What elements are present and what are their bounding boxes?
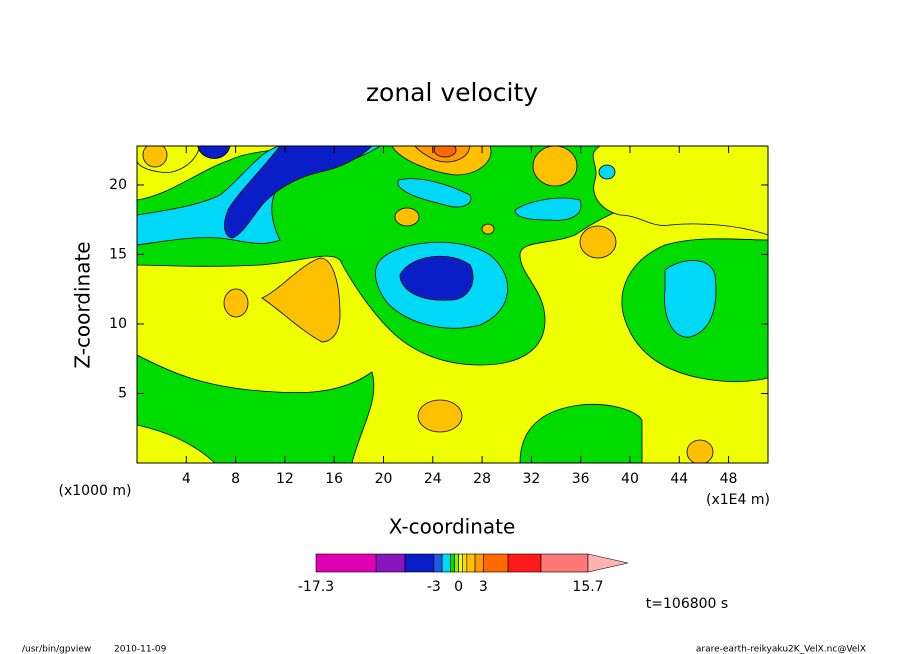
x-axis-label: X-coordinate [389,515,516,539]
plot-frame [136,145,769,464]
colorbar-tick-label: -3 [427,579,441,595]
colorbar-segment [540,553,589,573]
footer-program: /usr/bin/gpview [22,645,91,654]
colorbar-extension [587,553,629,573]
contour-region [532,146,578,187]
x-tick-label: 28 [473,471,491,487]
contour-region [598,164,616,180]
colorbar-segment [458,553,464,573]
contour-region [137,354,375,463]
contour-region [397,178,472,208]
y-tick-label: 15 [109,246,127,262]
contour-region [394,207,420,227]
colorbar-segment [433,553,443,573]
x-tick-label: 24 [424,471,442,487]
x-tick-label: 20 [375,471,393,487]
contour-field [137,146,768,463]
y-axis-label: Z-coordinate [71,241,95,368]
contour-region [686,439,714,463]
contour-region [417,399,463,433]
colorbar-tick-label: 15.7 [572,579,603,595]
colorbar-segment [507,553,542,573]
contour-region [481,223,495,235]
y-tick-label: 10 [109,316,127,332]
contour-region [514,197,582,221]
contour-region [224,146,373,239]
colorbar-segment [454,553,459,573]
contour-region [592,146,768,236]
contour-region [433,146,457,158]
colorbar-segment [441,553,451,573]
x-tick-label: 32 [522,471,540,487]
y-tick-label: 20 [109,177,127,193]
contour-region [223,288,249,318]
colorbar-segment [462,553,468,573]
contour-region [579,225,617,259]
x-tick-label: 8 [231,471,240,487]
x-unit-label: (x1E4 m) [706,492,770,508]
colorbar-tick-label: -17.3 [298,579,334,595]
y-tick-label: 5 [118,385,127,401]
footer-date: 2010-11-09 [114,645,167,654]
x-tick-label: 12 [276,471,294,487]
colorbar-segment [466,553,476,573]
colorbar-segment [450,553,455,573]
chart-title: zonal velocity [366,78,538,107]
x-tick-label: 36 [572,471,590,487]
contour-region [399,255,474,301]
colorbar-segment [404,553,435,573]
x-tick-label: 4 [182,471,191,487]
x-tick-label: 48 [720,471,738,487]
colorbar-tick-label: 3 [479,579,488,595]
x-tick-label: 16 [325,471,343,487]
footer-file: arare-earth-reikyaku2K_VelX.nc@VelX [696,645,866,654]
colorbar-tick-label: 0 [454,579,463,595]
colorbar-segment [375,553,406,573]
x-tick-label: 44 [670,471,688,487]
contour-region [519,403,643,463]
colorbar-segment [483,553,509,573]
colorbar-segment [474,553,484,573]
y-unit-label: (x1000 m) [59,483,132,499]
x-tick-label: 40 [621,471,639,487]
colorbar-segment [315,553,377,573]
contour-region [142,146,168,168]
time-label: t=106800 s [646,596,728,612]
contour-region [197,146,231,159]
contour-region [664,260,717,338]
contour-region [261,257,341,343]
